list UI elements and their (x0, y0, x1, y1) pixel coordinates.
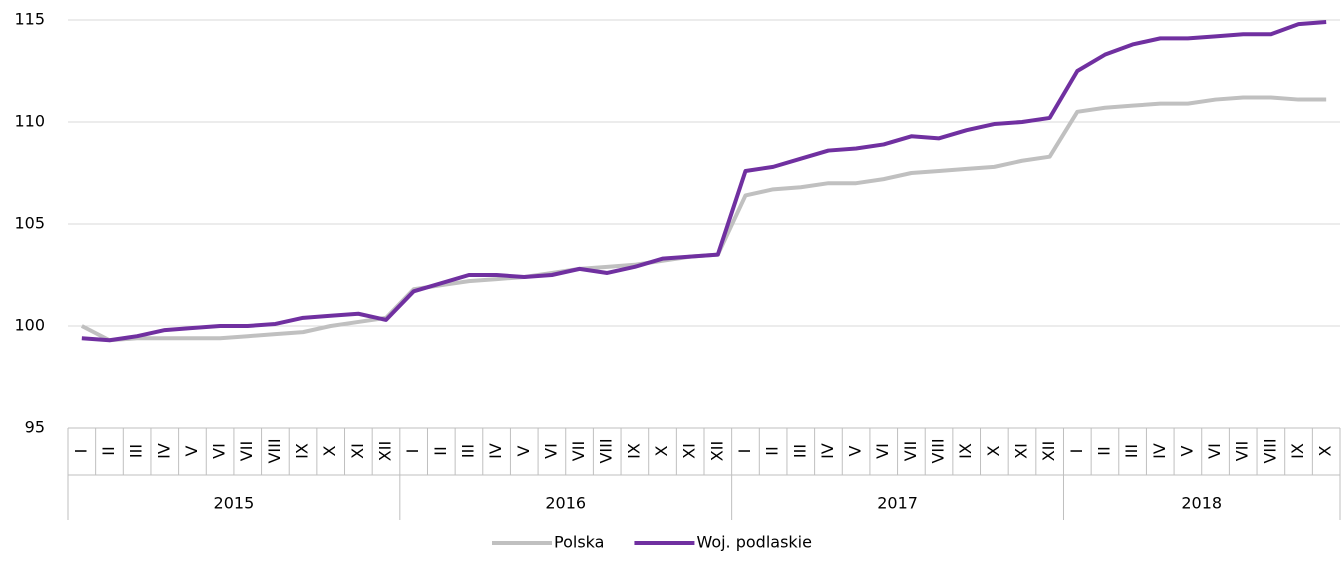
x-tick-label: IX (956, 443, 975, 459)
y-tick-label: 115 (14, 10, 45, 29)
x-tick-label: VII (1233, 441, 1252, 461)
line-series (80, 95, 1327, 343)
x-tick-label: X (652, 445, 671, 456)
x-tick-label: I (71, 449, 90, 454)
x-tick-label: VIII (265, 438, 284, 463)
x-tick-label: VI (210, 443, 229, 459)
x-tick-label: X (984, 445, 1003, 456)
x-tick-label: VI (541, 443, 560, 459)
y-tick-label: 105 (14, 214, 45, 233)
x-tick-label: II (1094, 446, 1113, 455)
y-tick-label: 110 (14, 112, 45, 131)
x-tick-label: XII (707, 441, 726, 461)
x-tick-label: II (763, 446, 782, 455)
x-tick-label: V (514, 445, 533, 456)
x-tick-label: II (99, 446, 118, 455)
group-label: 2018 (1181, 494, 1222, 513)
x-tick-label: IV (154, 443, 173, 459)
x-tick-label: III (790, 444, 809, 458)
x-tick-label: IV (486, 443, 505, 459)
group-label: 2017 (877, 494, 918, 513)
legend-label: Woj. podlaskie (696, 533, 812, 552)
line-series (81, 20, 1327, 343)
x-tick-label: XI (348, 443, 367, 459)
x-tick-label: III (1122, 444, 1141, 458)
x-tick-label: IX (293, 443, 312, 459)
x-tick-label: III (458, 444, 477, 458)
x-tick-label: VIII (597, 438, 616, 463)
legend-label: Polska (554, 533, 604, 552)
x-tick-label: IX (624, 443, 643, 459)
x-tick-label: VII (901, 441, 920, 461)
x-tick-label: V (846, 445, 865, 456)
y-tick-label: 95 (25, 418, 45, 437)
x-tick-label: VIII (929, 438, 948, 463)
x-tick-label: I (735, 449, 754, 454)
x-tick-label: VI (873, 443, 892, 459)
group-label: 2015 (214, 494, 255, 513)
x-tick-label: X (1316, 445, 1335, 456)
x-tick-label: IX (1288, 443, 1307, 459)
x-tick-label: V (182, 445, 201, 456)
x-tick-label: III (127, 444, 146, 458)
x-tick-label: XI (680, 443, 699, 459)
group-label: 2016 (545, 494, 586, 513)
x-tick-label: XII (376, 441, 395, 461)
y-tick-label: 100 (14, 316, 45, 335)
x-tick-label: X (320, 445, 339, 456)
x-tick-label: VI (1205, 443, 1224, 459)
x-tick-label: I (1067, 449, 1086, 454)
x-tick-label: XII (1039, 441, 1058, 461)
x-tick-label: IV (818, 443, 837, 459)
x-tick-label: I (403, 449, 422, 454)
x-tick-label: IV (1150, 443, 1169, 459)
x-tick-label: VII (569, 441, 588, 461)
x-tick-label: VIII (1260, 438, 1279, 463)
x-tick-label: XI (1012, 443, 1031, 459)
x-tick-label: V (1177, 445, 1196, 456)
x-tick-label: VII (237, 441, 256, 461)
x-tick-label: II (431, 446, 450, 455)
